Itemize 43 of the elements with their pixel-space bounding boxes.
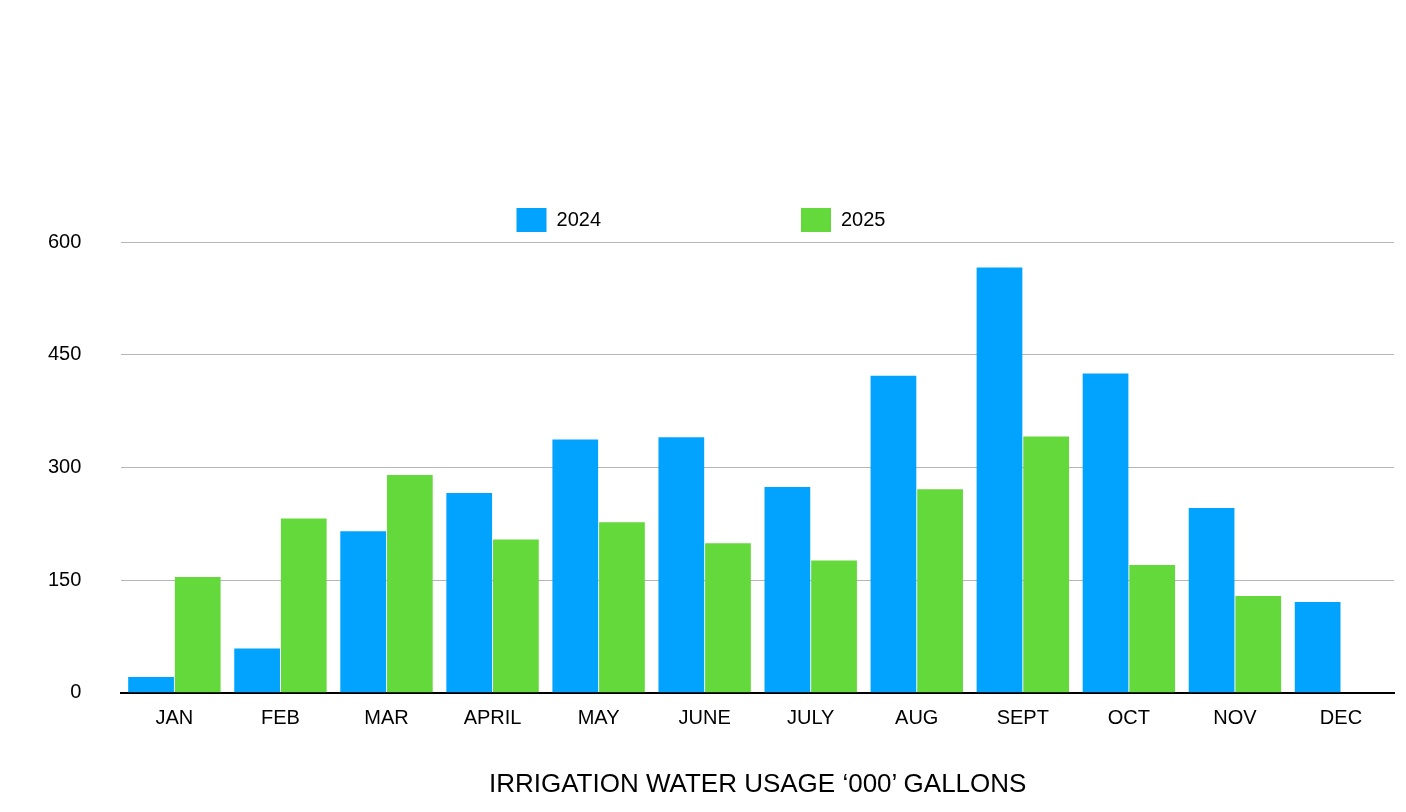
y-tick-label: 450	[47, 342, 82, 365]
bar	[1294, 601, 1341, 693]
bar	[1023, 436, 1070, 693]
bar	[1082, 373, 1129, 693]
bar	[1129, 565, 1176, 693]
x-tick-label: JULY	[787, 706, 835, 729]
x-tick-label: APRIL	[463, 706, 522, 729]
legend-label: 2024	[556, 207, 602, 230]
x-axis-title: IRRIGATION WATER USAGE ‘000’ GALLONS	[488, 767, 1027, 798]
x-tick-label: NOV	[1213, 706, 1258, 729]
bar	[705, 543, 751, 693]
bar	[599, 522, 645, 693]
bar	[446, 492, 493, 693]
bar	[658, 437, 705, 693]
x-tick-label: FEB	[260, 706, 300, 729]
bar	[870, 375, 917, 693]
bar	[917, 489, 963, 693]
x-tick-label: SEPT	[996, 706, 1049, 729]
bar	[340, 531, 387, 693]
y-tick-label: 600	[47, 229, 82, 252]
x-tick-label: MAR	[364, 706, 409, 729]
bar	[234, 648, 280, 693]
bar	[811, 560, 857, 693]
x-tick-label: JAN	[155, 706, 194, 729]
y-tick-label: 150	[47, 567, 82, 590]
bar	[764, 486, 811, 693]
bar	[493, 539, 539, 693]
x-tick-label: MAY	[577, 706, 620, 729]
legend-label: 2025	[841, 207, 886, 230]
y-tick-label: 0	[70, 680, 82, 703]
x-tick-label: JUNE	[678, 706, 731, 729]
bar	[1188, 507, 1235, 693]
bar	[1235, 595, 1282, 693]
bar	[280, 518, 327, 693]
x-tick-label: OCT	[1107, 706, 1150, 729]
y-tick-label: 300	[47, 454, 82, 477]
x-tick-label: AUG	[895, 706, 939, 729]
bar	[128, 677, 174, 693]
bar	[552, 439, 599, 693]
bar	[386, 474, 433, 693]
x-tick-label: DEC	[1319, 706, 1363, 729]
bar	[174, 577, 221, 693]
bar	[976, 267, 1023, 693]
